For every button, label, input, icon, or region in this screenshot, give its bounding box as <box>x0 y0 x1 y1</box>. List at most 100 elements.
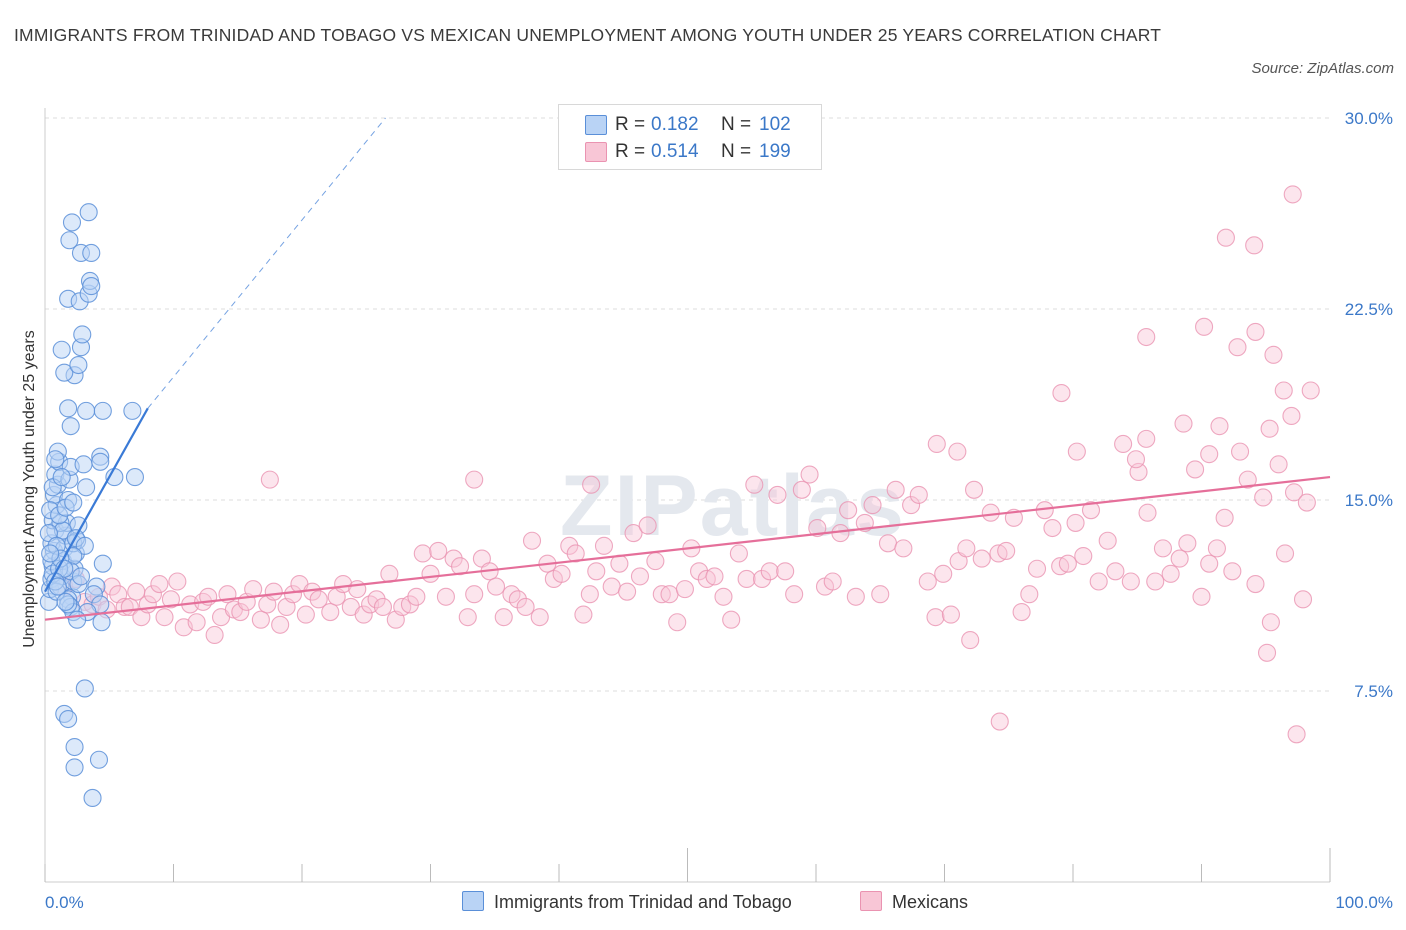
data-point-mexicans <box>421 564 440 583</box>
y-tick-label: 30.0% <box>1345 109 1393 128</box>
n-value: 199 <box>759 141 791 162</box>
data-point-trinidad <box>75 679 94 698</box>
legend-item-trinidad[interactable]: Immigrants from Trinidad and Tobago <box>462 888 792 916</box>
data-point-mexicans <box>1161 564 1180 583</box>
data-point-trinidad <box>73 325 92 344</box>
data-point-mexicans <box>800 465 819 484</box>
data-point-trinidad <box>46 450 65 469</box>
data-point-trinidad <box>77 478 96 497</box>
data-point-mexicans <box>1153 539 1172 558</box>
data-point-mexicans <box>231 603 250 622</box>
data-point-mexicans <box>646 552 665 571</box>
data-point-mexicans <box>1257 643 1277 662</box>
data-point-mexicans <box>823 572 842 591</box>
source-label: Source: ZipAtlas.com <box>1251 60 1394 77</box>
data-point-mexicans <box>429 541 448 560</box>
data-point-mexicans <box>902 496 921 515</box>
data-point-mexicans <box>1178 534 1197 553</box>
data-point-trinidad <box>52 340 71 359</box>
data-point-mexicans <box>494 608 513 627</box>
data-point-mexicans <box>1210 417 1229 436</box>
data-point-mexicans <box>990 712 1009 731</box>
data-point-mexicans <box>660 585 679 604</box>
data-point-trinidad <box>83 788 102 808</box>
data-point-mexicans <box>1066 513 1085 532</box>
watermark: ZIPatlas <box>560 458 906 554</box>
data-point-mexicans <box>776 562 795 581</box>
r-label: R = <box>615 114 646 135</box>
data-point-mexicans <box>675 580 694 599</box>
data-point-mexicans <box>1223 562 1242 581</box>
data-point-mexicans <box>407 587 426 606</box>
r-value: 0.182 <box>651 114 699 135</box>
data-point-mexicans <box>941 605 960 624</box>
data-point-mexicans <box>465 470 484 489</box>
n-label: N = <box>721 114 752 135</box>
r-label: R = <box>615 141 646 162</box>
data-point-mexicans <box>1012 603 1031 622</box>
data-point-mexicans <box>1195 317 1214 336</box>
data-point-mexicans <box>961 631 980 650</box>
data-point-mexicans <box>1114 434 1133 454</box>
data-point-mexicans <box>1027 559 1047 578</box>
data-point-mexicans <box>1121 572 1140 591</box>
x-tick-label: 100.0% <box>1335 893 1393 912</box>
data-point-trinidad <box>60 231 79 250</box>
data-point-mexicans <box>436 587 455 606</box>
data-point-mexicans <box>1269 455 1288 474</box>
data-point-mexicans <box>1200 445 1219 464</box>
data-point-mexicans <box>1246 322 1265 341</box>
data-point-mexicans <box>187 613 206 632</box>
data-point-mexicans <box>283 585 303 604</box>
data-point-trinidad <box>61 417 80 436</box>
swatch-mexicans <box>585 142 607 162</box>
data-point-mexicans <box>161 590 180 609</box>
data-point-mexicans <box>1052 383 1071 403</box>
data-point-mexicans <box>1228 338 1247 357</box>
data-point-mexicans <box>808 518 827 538</box>
data-point-trinidad <box>41 544 60 563</box>
data-point-trinidad <box>74 455 93 474</box>
data-point-mexicans <box>1138 503 1157 522</box>
data-point-mexicans <box>839 501 858 520</box>
data-point-mexicans <box>566 544 585 563</box>
legend-label-mexicans: Mexicans <box>892 892 969 912</box>
data-point-mexicans <box>714 587 733 606</box>
data-point-mexicans <box>1207 539 1226 558</box>
data-point-mexicans <box>1254 488 1273 507</box>
data-point-trinidad <box>125 468 144 487</box>
data-point-mexicans <box>722 610 741 629</box>
data-point-trinidad <box>82 277 101 296</box>
y-axis-label: Unemployment Among Youth under 25 years <box>21 330 38 648</box>
x-tick-label: 0.0% <box>45 893 84 912</box>
data-point-mexicans <box>150 574 169 594</box>
data-point-mexicans <box>705 567 724 586</box>
legend-item-mexicans[interactable]: Mexicans <box>860 888 968 916</box>
data-point-trinidad <box>71 567 91 586</box>
data-point-mexicans <box>948 442 967 461</box>
data-point-trinidad <box>59 399 78 418</box>
data-point-mexicans <box>594 536 614 555</box>
data-point-trinidad <box>56 592 75 611</box>
data-point-mexicans <box>1137 429 1156 448</box>
data-point-mexicans <box>1215 508 1234 527</box>
stats-legend: R = 0.182 N = 102 R = 0.514 N = 199 <box>558 104 822 170</box>
data-point-mexicans <box>1274 381 1293 400</box>
data-point-mexicans <box>1297 493 1316 512</box>
data-point-mexicans <box>1067 442 1086 461</box>
data-point-mexicans <box>981 503 1000 522</box>
data-point-mexicans <box>997 541 1016 560</box>
data-point-mexicans <box>1200 554 1219 573</box>
data-point-mexicans <box>1126 450 1146 469</box>
data-point-mexicans <box>871 585 890 604</box>
data-point-mexicans <box>1089 572 1108 591</box>
data-point-mexicans <box>271 615 290 634</box>
n-label: N = <box>721 141 752 162</box>
data-point-mexicans <box>863 496 882 515</box>
data-point-mexicans <box>630 567 650 586</box>
data-point-mexicans <box>624 524 643 543</box>
y-tick-label: 7.5% <box>1354 682 1393 701</box>
legend-label-trinidad: Immigrants from Trinidad and Tobago <box>494 892 792 912</box>
data-point-mexicans <box>745 475 764 494</box>
